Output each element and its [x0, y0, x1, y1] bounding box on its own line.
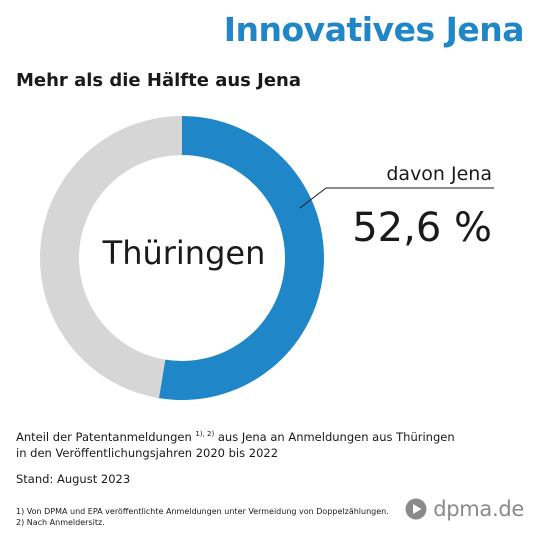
description-text-b: aus Jena an Anmeldungen aus Thüringen: [214, 430, 454, 444]
stand-date: Stand: August 2023: [16, 472, 130, 486]
description-line-2: in den Veröffentlichungsjahren 2020 bis …: [16, 445, 455, 461]
donut-chart: Thüringen davon Jena 52,6 %: [0, 0, 540, 420]
callout-label: davon Jena: [386, 163, 492, 185]
logo-text: dpma.de: [433, 497, 524, 521]
description: Anteil der Patentanmeldungen 1), 2) aus …: [16, 429, 455, 461]
footnote-1: 1) Von DPMA und EPA veröffentlichte Anme…: [16, 506, 389, 517]
dpma-logo[interactable]: dpma.de: [405, 497, 524, 521]
description-line-1: Anteil der Patentanmeldungen 1), 2) aus …: [16, 429, 455, 445]
footnote-2: 2) Nach Anmeldersitz.: [16, 517, 389, 528]
footnotes: 1) Von DPMA und EPA veröffentlichte Anme…: [16, 506, 389, 528]
footnote-ref: 1), 2): [195, 430, 214, 438]
center-label: Thüringen: [102, 234, 266, 272]
play-circle-icon: [405, 498, 427, 520]
description-text-a: Anteil der Patentanmeldungen: [16, 430, 192, 444]
callout-value: 52,6 %: [352, 205, 492, 251]
